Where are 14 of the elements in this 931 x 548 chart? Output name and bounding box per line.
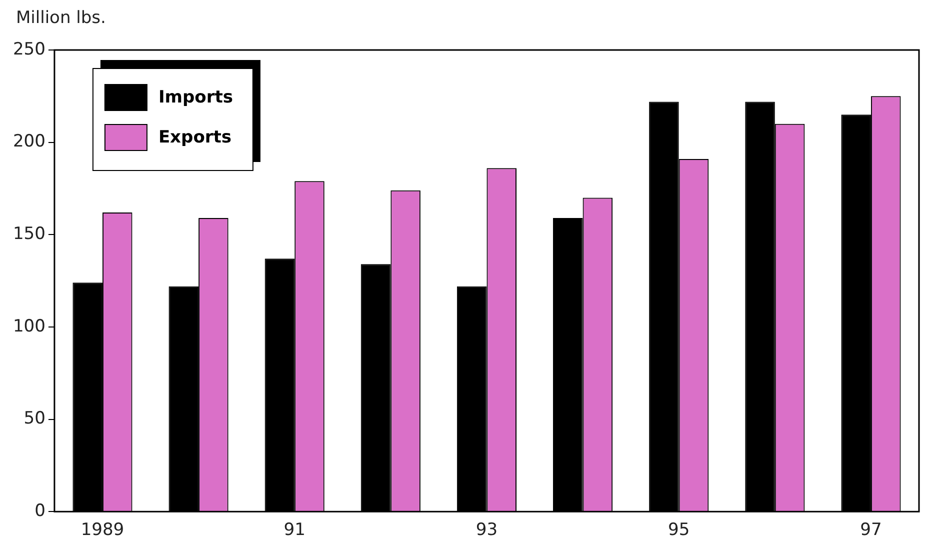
legend-label: Exports xyxy=(158,127,232,148)
legend-label: Imports xyxy=(158,87,233,108)
y-tick-label: 100 xyxy=(12,316,46,336)
x-tick-label: 1989 xyxy=(80,520,124,540)
y-tick-label: 250 xyxy=(12,39,46,60)
x-tick-label: 91 xyxy=(284,520,306,540)
y-tick-label: 200 xyxy=(12,132,46,152)
y-tick-label: 0 xyxy=(34,501,46,522)
y-tick-label: 150 xyxy=(12,224,46,244)
y-axis-title: Million lbs. xyxy=(16,8,106,28)
x-tick-label: 95 xyxy=(668,520,690,540)
x-tick-label: 97 xyxy=(860,520,882,540)
x-tick-label: 93 xyxy=(476,520,498,540)
y-tick-label: 50 xyxy=(24,408,46,429)
